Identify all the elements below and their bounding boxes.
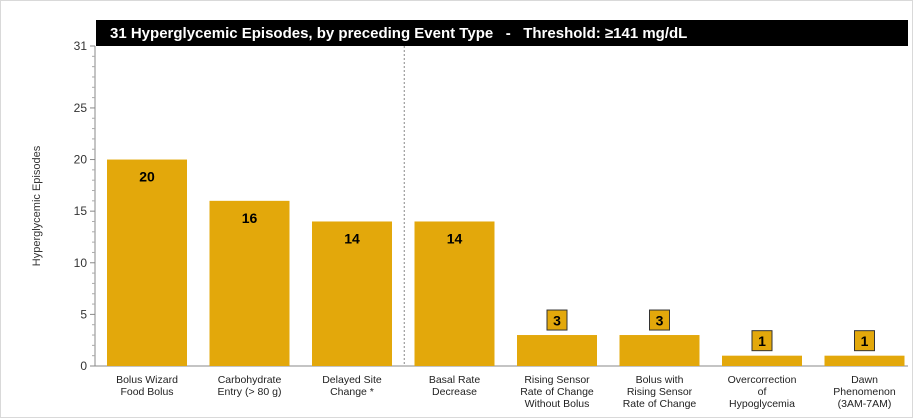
x-tick-label: Hypoglycemia — [729, 398, 795, 410]
y-axis-label: Hyperglycemic Episodes — [31, 145, 43, 266]
y-tick-label: 31 — [74, 39, 88, 53]
title-separator: - — [505, 24, 511, 42]
data-label-box — [546, 309, 568, 331]
chart-subtitle: Threshold: ≥141 mg/dL — [523, 24, 688, 42]
data-label-box — [649, 309, 670, 331]
y-tick-label: 15 — [74, 204, 88, 218]
x-tick-label: Rising Sensor — [524, 374, 590, 386]
x-tick-label: Food Bolus — [120, 386, 173, 398]
x-tick-label: Bolus with — [636, 374, 684, 386]
data-label-box — [854, 330, 875, 352]
x-tick-label: (3AM-7AM) — [838, 398, 892, 410]
chart-title-bar: 31 Hyperglycemic Episodes, by preceding … — [96, 20, 908, 46]
bar — [414, 221, 495, 366]
data-label: 3 — [656, 313, 664, 329]
x-tick-label: Rate of Change — [520, 386, 594, 398]
x-tick-label: Change * — [330, 386, 374, 398]
y-tick-label: 5 — [80, 307, 87, 321]
x-tick-label: Carbohydrate — [218, 374, 282, 386]
x-tick-label: Rate of Change — [623, 398, 697, 410]
x-tick-label: Basal Rate — [429, 374, 481, 386]
x-tick-label: Delayed Site — [322, 374, 382, 386]
y-tick-label: 0 — [80, 359, 87, 373]
data-label: 1 — [758, 333, 766, 349]
x-tick-label: Entry (> 80 g) — [218, 386, 282, 398]
chart-title: 31 Hyperglycemic Episodes, by preceding … — [110, 24, 494, 42]
bar — [824, 355, 905, 366]
x-tick-label: Rising Sensor — [627, 386, 693, 398]
bar — [312, 221, 392, 366]
data-label: 14 — [447, 230, 463, 246]
y-tick-label: 10 — [74, 256, 88, 270]
data-label: 1 — [861, 333, 869, 349]
x-tick-label: Phenomenon — [833, 386, 896, 398]
x-tick-label: Without Bolus — [525, 398, 590, 410]
data-label: 20 — [139, 169, 155, 185]
bar — [722, 355, 802, 366]
x-tick-label: Decrease — [432, 386, 477, 398]
data-label: 3 — [553, 313, 561, 329]
x-tick-label: Dawn — [851, 374, 878, 386]
x-tick-label: of — [758, 386, 767, 398]
bar — [517, 335, 597, 366]
bar — [619, 335, 700, 366]
data-label: 14 — [344, 230, 360, 246]
data-label: 16 — [242, 210, 258, 226]
bar — [107, 159, 187, 366]
x-tick-label: Bolus Wizard — [116, 374, 178, 386]
x-tick-label: Overcorrection — [728, 374, 797, 386]
bar — [209, 200, 290, 366]
y-tick-label: 25 — [74, 101, 88, 115]
y-tick-label: 20 — [74, 153, 88, 167]
data-label-box — [751, 330, 773, 352]
